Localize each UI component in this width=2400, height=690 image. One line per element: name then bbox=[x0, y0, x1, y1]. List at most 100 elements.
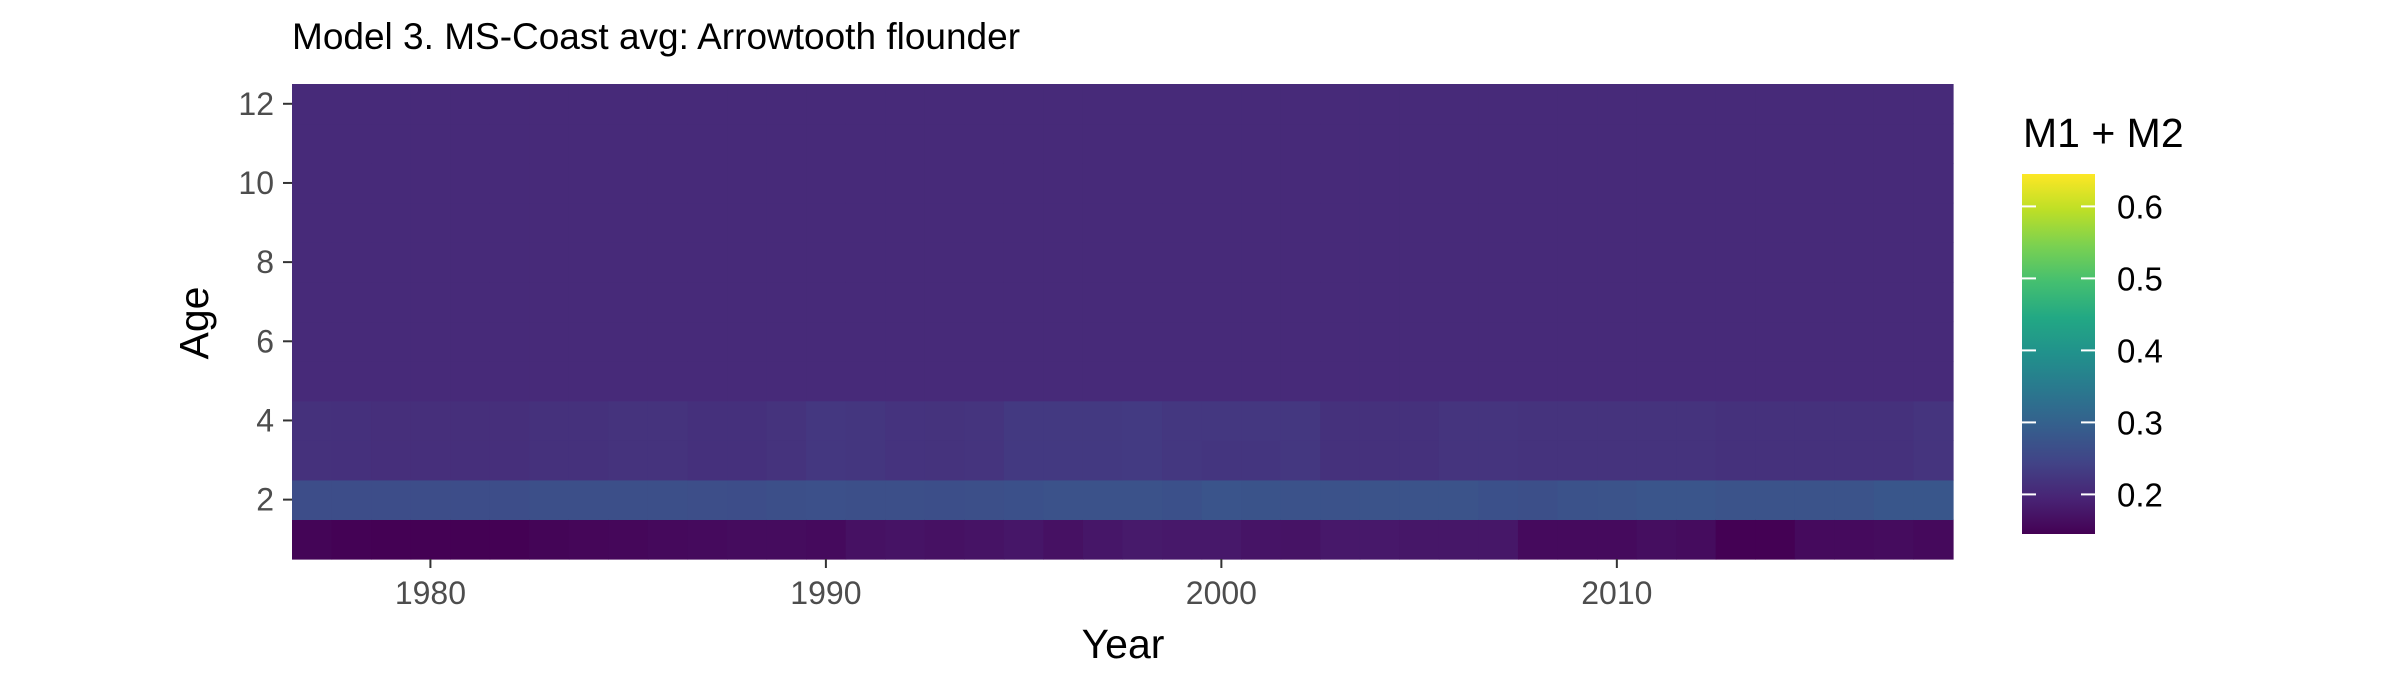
heatmap-cell bbox=[1082, 440, 1124, 481]
heatmap-cell bbox=[1399, 242, 1440, 283]
heatmap-cell bbox=[331, 479, 372, 521]
heatmap-cell bbox=[766, 281, 807, 323]
heatmap-cell bbox=[1122, 123, 1163, 164]
heatmap-cell bbox=[687, 123, 728, 164]
heatmap-cell bbox=[1162, 123, 1203, 164]
heatmap-cell bbox=[1122, 519, 1163, 560]
heatmap-cell bbox=[1517, 202, 1559, 243]
heatmap-cell bbox=[1557, 321, 1598, 362]
heatmap-cell bbox=[964, 321, 1005, 362]
heatmap-cell bbox=[885, 321, 926, 362]
heatmap-cell bbox=[1636, 163, 1677, 204]
heatmap-cell bbox=[1201, 440, 1242, 481]
heatmap-cell bbox=[1834, 361, 1875, 402]
heatmap-cell bbox=[489, 163, 530, 204]
heatmap-cell bbox=[924, 84, 965, 125]
heatmap-cell bbox=[1082, 361, 1124, 402]
heatmap-cell bbox=[885, 123, 926, 164]
heatmap-cell bbox=[331, 361, 372, 402]
heatmap-cell bbox=[1478, 242, 1519, 283]
heatmap-cell bbox=[1557, 479, 1598, 521]
heatmap-cell bbox=[1834, 202, 1875, 243]
heatmap-cell bbox=[608, 281, 649, 323]
heatmap-cell bbox=[1834, 242, 1875, 283]
heatmap-cell bbox=[292, 479, 333, 521]
heatmap-cell bbox=[608, 84, 649, 125]
heatmap-cell bbox=[885, 519, 926, 560]
heatmap-cell bbox=[568, 400, 609, 441]
heatmap-cell bbox=[924, 400, 965, 441]
heatmap-cell bbox=[1043, 163, 1084, 204]
heatmap-cell bbox=[1755, 84, 1796, 125]
heatmap-cell bbox=[727, 281, 768, 323]
heatmap-cell bbox=[410, 440, 451, 481]
y-tick-label: 10 bbox=[238, 165, 274, 201]
heatmap-cell bbox=[1280, 281, 1321, 323]
x-tick-label: 2010 bbox=[1581, 575, 1652, 611]
heatmap-cell bbox=[1517, 479, 1559, 521]
heatmap-cell bbox=[450, 440, 491, 481]
heatmap-cell bbox=[450, 202, 491, 243]
heatmap-cell bbox=[885, 281, 926, 323]
heatmap-cell bbox=[1241, 519, 1282, 560]
heatmap-cell bbox=[1241, 281, 1282, 323]
heatmap-cell bbox=[845, 361, 886, 402]
heatmap-cell bbox=[1636, 519, 1677, 560]
heatmap-cell bbox=[410, 519, 451, 560]
heatmap-cell bbox=[1913, 321, 1954, 362]
heatmap-cell bbox=[1873, 281, 1915, 323]
heatmap-cell bbox=[410, 242, 451, 283]
heatmap-cell bbox=[1913, 123, 1954, 164]
heatmap-cell bbox=[1003, 479, 1045, 521]
heatmap-cell bbox=[1122, 242, 1163, 283]
heatmap-cell bbox=[1280, 321, 1321, 362]
heatmap-cell bbox=[1043, 202, 1084, 243]
heatmap-cell bbox=[964, 400, 1005, 441]
heatmap-cell bbox=[568, 361, 609, 402]
heatmap-cell bbox=[1873, 479, 1915, 521]
heatmap-cell bbox=[1043, 84, 1084, 125]
heatmap-cell bbox=[806, 202, 847, 243]
heatmap-cell bbox=[450, 519, 491, 560]
heatmap-cell bbox=[924, 123, 965, 164]
heatmap-cell bbox=[1043, 242, 1084, 283]
heatmap-cell bbox=[608, 361, 649, 402]
x-tick-label: 1990 bbox=[790, 575, 861, 611]
heatmap-cell bbox=[489, 519, 530, 560]
heatmap-cell bbox=[1043, 479, 1084, 521]
heatmap-cell bbox=[1082, 479, 1124, 521]
heatmap-cell bbox=[1082, 519, 1124, 560]
heatmap-cell bbox=[1043, 281, 1084, 323]
heatmap-cell bbox=[292, 163, 333, 204]
heatmap-cell bbox=[727, 400, 768, 441]
heatmap-cell bbox=[845, 84, 886, 125]
heatmap-cell bbox=[568, 202, 609, 243]
heatmap-cell bbox=[1873, 242, 1915, 283]
heatmap-cell bbox=[1794, 84, 1835, 125]
heatmap-cell bbox=[924, 202, 965, 243]
heatmap-cell bbox=[1557, 281, 1598, 323]
heatmap-cell bbox=[1636, 84, 1677, 125]
heatmap-cell bbox=[1082, 163, 1124, 204]
heatmap-cell bbox=[1359, 281, 1400, 323]
heatmap-cell bbox=[1201, 202, 1242, 243]
heatmap-cell bbox=[1913, 163, 1954, 204]
heatmap-cell bbox=[608, 440, 649, 481]
heatmap-cell bbox=[1399, 479, 1440, 521]
heatmap-cell bbox=[1636, 281, 1677, 323]
heatmap-cell bbox=[292, 281, 333, 323]
heatmap-cell bbox=[1162, 440, 1203, 481]
heatmap-cell bbox=[845, 321, 886, 362]
heatmap-cell bbox=[1320, 519, 1361, 560]
heatmap-cell bbox=[371, 242, 412, 283]
heatmap-cell bbox=[331, 519, 372, 560]
heatmap-cell bbox=[331, 242, 372, 283]
heatmap-cell bbox=[410, 202, 451, 243]
heatmap-cell bbox=[1201, 361, 1242, 402]
heatmap-cell bbox=[292, 361, 333, 402]
heatmap-cell bbox=[1794, 281, 1835, 323]
heatmap-cell bbox=[292, 519, 333, 560]
heatmap-cell bbox=[1715, 84, 1756, 125]
heatmap-cell bbox=[924, 479, 965, 521]
heatmap-cell bbox=[766, 400, 807, 441]
